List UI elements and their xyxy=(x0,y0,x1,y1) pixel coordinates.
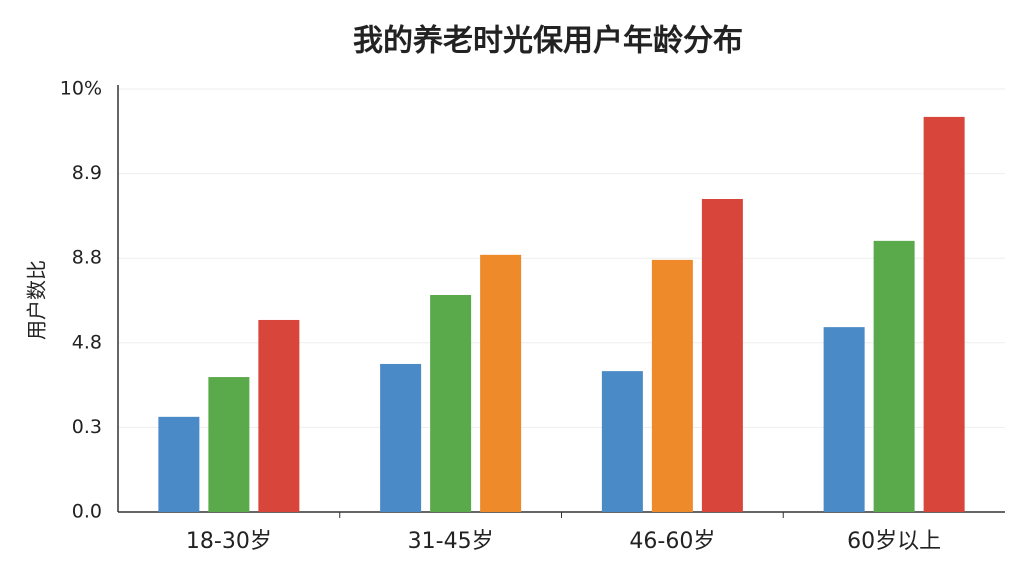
bar xyxy=(208,377,250,512)
bar xyxy=(601,371,643,512)
x-tick-label: 18-30岁 xyxy=(186,529,272,554)
y-tick-label: 0.3 xyxy=(72,416,102,438)
y-tick-label: 8.8 xyxy=(72,247,102,269)
y-tick-label: 4.8 xyxy=(72,331,102,353)
bar xyxy=(430,295,472,512)
bar xyxy=(923,116,965,512)
bar xyxy=(651,259,693,512)
y-tick-label: 8.9 xyxy=(72,162,102,184)
bar xyxy=(873,240,915,512)
y-tick-label: 0.0 xyxy=(72,501,102,523)
bar xyxy=(480,254,522,513)
chart-title: 我的养老时光保用户年龄分布 xyxy=(353,24,743,59)
y-axis-label: 用户数比 xyxy=(25,260,49,340)
x-tick-label: 60岁以上 xyxy=(847,529,941,554)
bar xyxy=(158,416,200,512)
bar xyxy=(701,198,743,513)
bar xyxy=(258,319,300,512)
x-tick-label: 46-60岁 xyxy=(629,529,715,554)
y-tick-label: 10% xyxy=(60,78,102,100)
bar xyxy=(380,363,422,512)
x-tick-label: 31-45岁 xyxy=(408,529,494,554)
bar xyxy=(823,327,865,512)
